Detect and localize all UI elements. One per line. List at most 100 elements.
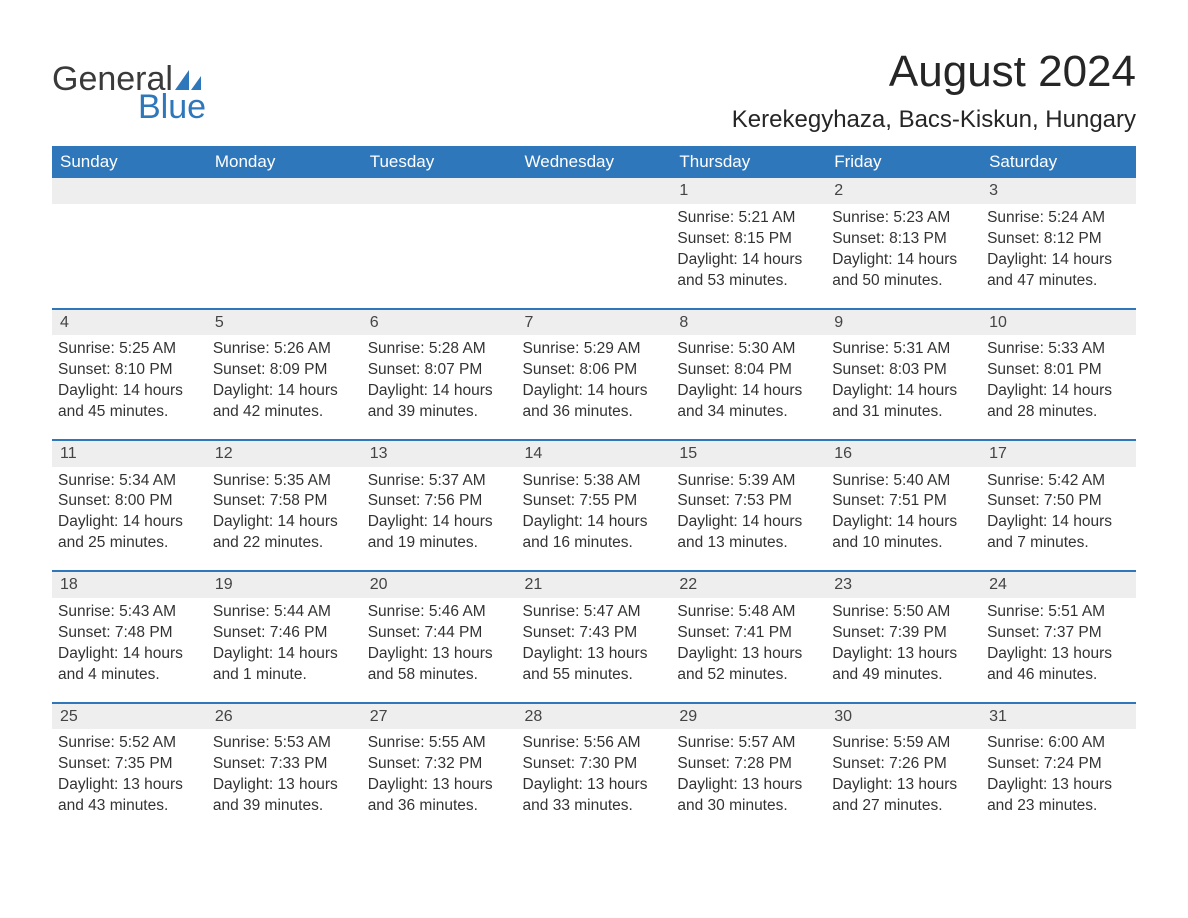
page-header: General Blue August 2024 Kerekegyhaza, B… (52, 48, 1136, 134)
calendar-cell: 24Sunrise: 5:51 AMSunset: 7:37 PMDayligh… (981, 571, 1136, 702)
sunrise-text: Sunrise: 5:53 AM (213, 733, 356, 754)
calendar-cell: 3Sunrise: 5:24 AMSunset: 8:12 PMDaylight… (981, 178, 1136, 308)
calendar-cell: 29Sunrise: 5:57 AMSunset: 7:28 PMDayligh… (671, 703, 826, 833)
calendar-cell: 16Sunrise: 5:40 AMSunset: 7:51 PMDayligh… (826, 440, 981, 571)
daylight-text: Daylight: 14 hours and 10 minutes. (832, 512, 975, 554)
sunrise-text: Sunrise: 5:24 AM (987, 208, 1130, 229)
day-number: 11 (52, 441, 207, 467)
sunset-text: Sunset: 8:15 PM (677, 229, 820, 250)
title-block: August 2024 Kerekegyhaza, Bacs-Kiskun, H… (732, 48, 1136, 134)
day-body: Sunrise: 5:34 AMSunset: 8:00 PMDaylight:… (52, 467, 207, 571)
day-body: Sunrise: 6:00 AMSunset: 7:24 PMDaylight:… (981, 729, 1136, 833)
daylight-text: Daylight: 14 hours and 39 minutes. (368, 381, 511, 423)
day-number: 27 (362, 704, 517, 730)
day-number: 7 (517, 310, 672, 336)
calendar-week-row: 18Sunrise: 5:43 AMSunset: 7:48 PMDayligh… (52, 571, 1136, 702)
daylight-text: Daylight: 14 hours and 34 minutes. (677, 381, 820, 423)
daylight-text: Daylight: 14 hours and 4 minutes. (58, 644, 201, 686)
day-number: 22 (671, 572, 826, 598)
calendar-cell: 6Sunrise: 5:28 AMSunset: 8:07 PMDaylight… (362, 309, 517, 440)
daylight-text: Daylight: 14 hours and 53 minutes. (677, 250, 820, 292)
sunrise-text: Sunrise: 5:52 AM (58, 733, 201, 754)
sunset-text: Sunset: 7:24 PM (987, 754, 1130, 775)
day-number: 18 (52, 572, 207, 598)
daylight-text: Daylight: 13 hours and 36 minutes. (368, 775, 511, 817)
day-body (207, 204, 362, 224)
day-body: Sunrise: 5:56 AMSunset: 7:30 PMDaylight:… (517, 729, 672, 833)
calendar-cell (517, 178, 672, 308)
day-body: Sunrise: 5:55 AMSunset: 7:32 PMDaylight:… (362, 729, 517, 833)
day-body: Sunrise: 5:42 AMSunset: 7:50 PMDaylight:… (981, 467, 1136, 571)
sunrise-text: Sunrise: 5:40 AM (832, 471, 975, 492)
calendar-header-row: Sunday Monday Tuesday Wednesday Thursday… (52, 146, 1136, 178)
day-number: 17 (981, 441, 1136, 467)
calendar-week-row: 11Sunrise: 5:34 AMSunset: 8:00 PMDayligh… (52, 440, 1136, 571)
sunset-text: Sunset: 7:28 PM (677, 754, 820, 775)
sunset-text: Sunset: 7:48 PM (58, 623, 201, 644)
calendar-cell: 25Sunrise: 5:52 AMSunset: 7:35 PMDayligh… (52, 703, 207, 833)
calendar-cell: 31Sunrise: 6:00 AMSunset: 7:24 PMDayligh… (981, 703, 1136, 833)
calendar-week-row: 4Sunrise: 5:25 AMSunset: 8:10 PMDaylight… (52, 309, 1136, 440)
day-number: 12 (207, 441, 362, 467)
day-number: 19 (207, 572, 362, 598)
sunset-text: Sunset: 7:51 PM (832, 491, 975, 512)
daylight-text: Daylight: 14 hours and 13 minutes. (677, 512, 820, 554)
day-body: Sunrise: 5:50 AMSunset: 7:39 PMDaylight:… (826, 598, 981, 702)
sunset-text: Sunset: 7:37 PM (987, 623, 1130, 644)
day-number: 15 (671, 441, 826, 467)
calendar-cell: 15Sunrise: 5:39 AMSunset: 7:53 PMDayligh… (671, 440, 826, 571)
daylight-text: Daylight: 14 hours and 31 minutes. (832, 381, 975, 423)
daylight-text: Daylight: 14 hours and 19 minutes. (368, 512, 511, 554)
calendar-cell (52, 178, 207, 308)
sunset-text: Sunset: 7:46 PM (213, 623, 356, 644)
calendar-cell (207, 178, 362, 308)
calendar-cell: 9Sunrise: 5:31 AMSunset: 8:03 PMDaylight… (826, 309, 981, 440)
sunset-text: Sunset: 8:13 PM (832, 229, 975, 250)
daylight-text: Daylight: 13 hours and 52 minutes. (677, 644, 820, 686)
calendar-cell: 5Sunrise: 5:26 AMSunset: 8:09 PMDaylight… (207, 309, 362, 440)
sunrise-text: Sunrise: 5:37 AM (368, 471, 511, 492)
sunset-text: Sunset: 8:10 PM (58, 360, 201, 381)
daylight-text: Daylight: 14 hours and 1 minute. (213, 644, 356, 686)
day-body: Sunrise: 5:24 AMSunset: 8:12 PMDaylight:… (981, 204, 1136, 308)
calendar-cell: 10Sunrise: 5:33 AMSunset: 8:01 PMDayligh… (981, 309, 1136, 440)
day-number: 16 (826, 441, 981, 467)
day-body (52, 204, 207, 224)
location-line: Kerekegyhaza, Bacs-Kiskun, Hungary (732, 106, 1136, 134)
day-body: Sunrise: 5:21 AMSunset: 8:15 PMDaylight:… (671, 204, 826, 308)
calendar-page: General Blue August 2024 Kerekegyhaza, B… (0, 0, 1188, 873)
daylight-text: Daylight: 13 hours and 55 minutes. (523, 644, 666, 686)
calendar-cell: 7Sunrise: 5:29 AMSunset: 8:06 PMDaylight… (517, 309, 672, 440)
sunset-text: Sunset: 7:35 PM (58, 754, 201, 775)
sunrise-text: Sunrise: 5:35 AM (213, 471, 356, 492)
day-body: Sunrise: 5:43 AMSunset: 7:48 PMDaylight:… (52, 598, 207, 702)
sunset-text: Sunset: 7:44 PM (368, 623, 511, 644)
calendar-cell: 17Sunrise: 5:42 AMSunset: 7:50 PMDayligh… (981, 440, 1136, 571)
sunrise-text: Sunrise: 5:29 AM (523, 339, 666, 360)
calendar-cell: 22Sunrise: 5:48 AMSunset: 7:41 PMDayligh… (671, 571, 826, 702)
sunset-text: Sunset: 8:03 PM (832, 360, 975, 381)
sunrise-text: Sunrise: 5:48 AM (677, 602, 820, 623)
day-number (52, 178, 207, 204)
sunset-text: Sunset: 7:32 PM (368, 754, 511, 775)
sunrise-text: Sunrise: 5:44 AM (213, 602, 356, 623)
day-header-wednesday: Wednesday (517, 146, 672, 178)
day-number: 20 (362, 572, 517, 598)
calendar-cell: 14Sunrise: 5:38 AMSunset: 7:55 PMDayligh… (517, 440, 672, 571)
day-number: 3 (981, 178, 1136, 204)
sunrise-text: Sunrise: 5:25 AM (58, 339, 201, 360)
sunset-text: Sunset: 8:04 PM (677, 360, 820, 381)
day-body: Sunrise: 5:28 AMSunset: 8:07 PMDaylight:… (362, 335, 517, 439)
sunset-text: Sunset: 8:09 PM (213, 360, 356, 381)
daylight-text: Daylight: 13 hours and 23 minutes. (987, 775, 1130, 817)
day-body: Sunrise: 5:40 AMSunset: 7:51 PMDaylight:… (826, 467, 981, 571)
calendar-cell: 26Sunrise: 5:53 AMSunset: 7:33 PMDayligh… (207, 703, 362, 833)
day-number: 8 (671, 310, 826, 336)
day-body: Sunrise: 5:35 AMSunset: 7:58 PMDaylight:… (207, 467, 362, 571)
sunrise-text: Sunrise: 5:23 AM (832, 208, 975, 229)
sunrise-text: Sunrise: 5:33 AM (987, 339, 1130, 360)
daylight-text: Daylight: 14 hours and 16 minutes. (523, 512, 666, 554)
day-body: Sunrise: 5:51 AMSunset: 7:37 PMDaylight:… (981, 598, 1136, 702)
calendar-cell: 13Sunrise: 5:37 AMSunset: 7:56 PMDayligh… (362, 440, 517, 571)
calendar-week-row: 1Sunrise: 5:21 AMSunset: 8:15 PMDaylight… (52, 178, 1136, 308)
